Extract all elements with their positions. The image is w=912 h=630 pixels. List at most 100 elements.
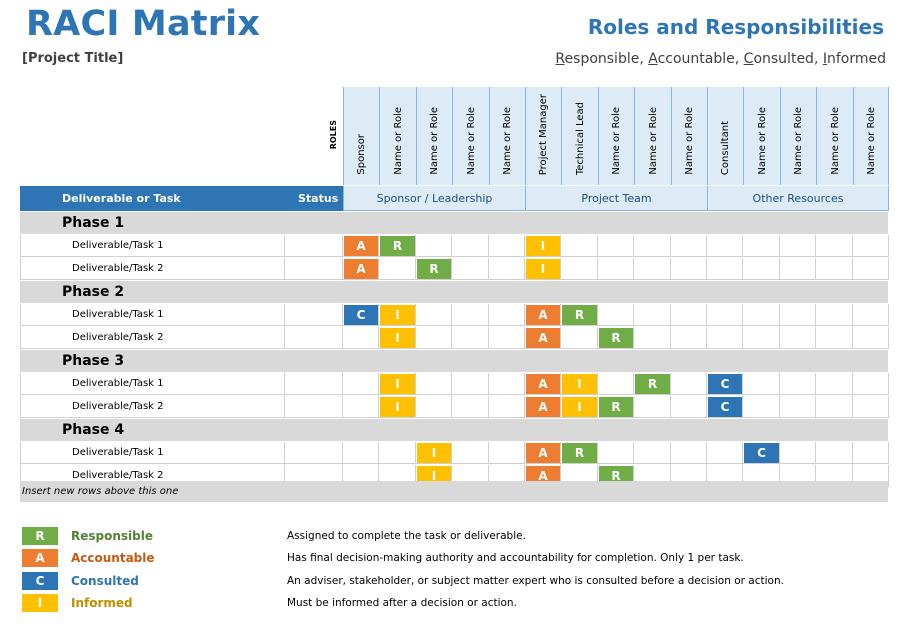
raci-cell[interactable]: [525, 304, 561, 326]
raci-cell[interactable]: [525, 327, 561, 349]
raci-mark-i[interactable]: I: [562, 374, 597, 394]
raci-cell[interactable]: [634, 304, 671, 326]
raci-mark-i[interactable]: I: [380, 374, 415, 394]
role-header[interactable]: Name or Role: [634, 87, 671, 185]
raci-cell[interactable]: [452, 235, 489, 257]
role-header[interactable]: Name or Role: [671, 87, 707, 185]
raci-cell[interactable]: [853, 327, 889, 349]
raci-cell[interactable]: [707, 258, 743, 280]
raci-cell[interactable]: [671, 396, 707, 418]
raci-cell[interactable]: [743, 373, 780, 395]
raci-cell[interactable]: [561, 442, 598, 464]
raci-cell[interactable]: [707, 396, 743, 418]
status-cell[interactable]: [285, 442, 343, 464]
raci-cell[interactable]: [780, 442, 816, 464]
raci-cell[interactable]: [379, 304, 416, 326]
role-header[interactable]: Name or Role: [489, 87, 525, 185]
raci-mark-a[interactable]: A: [526, 305, 560, 325]
raci-cell[interactable]: [561, 258, 598, 280]
role-header[interactable]: Name or Role: [452, 87, 489, 185]
raci-cell[interactable]: [816, 327, 853, 349]
raci-cell[interactable]: [634, 396, 671, 418]
raci-cell[interactable]: [671, 373, 707, 395]
raci-cell[interactable]: [416, 373, 452, 395]
raci-cell[interactable]: [416, 396, 452, 418]
role-header[interactable]: Name or Role: [416, 87, 452, 185]
raci-cell[interactable]: [853, 396, 889, 418]
raci-cell[interactable]: [743, 396, 780, 418]
raci-mark-i[interactable]: I: [562, 397, 597, 417]
raci-mark-a[interactable]: A: [526, 443, 560, 463]
raci-cell[interactable]: [780, 304, 816, 326]
raci-mark-r[interactable]: R: [599, 397, 633, 417]
raci-cell[interactable]: [780, 258, 816, 280]
role-header[interactable]: Name or Role: [598, 87, 634, 185]
raci-cell[interactable]: [452, 396, 489, 418]
status-cell[interactable]: [285, 304, 343, 326]
raci-cell[interactable]: [671, 327, 707, 349]
raci-cell[interactable]: [634, 235, 671, 257]
raci-cell[interactable]: [598, 396, 634, 418]
raci-cell[interactable]: [416, 442, 452, 464]
raci-cell[interactable]: [343, 327, 379, 349]
task-name-cell[interactable]: Deliverable/Task 1: [20, 304, 285, 326]
role-header[interactable]: Project Manager: [525, 87, 561, 185]
raci-mark-i[interactable]: I: [526, 236, 560, 256]
raci-cell[interactable]: [816, 304, 853, 326]
raci-cell[interactable]: [816, 373, 853, 395]
raci-cell[interactable]: [743, 327, 780, 349]
raci-cell[interactable]: [816, 258, 853, 280]
raci-cell[interactable]: [452, 258, 489, 280]
raci-cell[interactable]: [343, 304, 379, 326]
role-header[interactable]: Name or Role: [379, 87, 416, 185]
raci-cell[interactable]: [379, 442, 416, 464]
status-cell[interactable]: [285, 396, 343, 418]
raci-cell[interactable]: [743, 304, 780, 326]
raci-cell[interactable]: [707, 235, 743, 257]
raci-mark-a[interactable]: A: [526, 374, 560, 394]
role-header[interactable]: Consultant: [707, 87, 743, 185]
role-header[interactable]: Name or Role: [780, 87, 816, 185]
raci-cell[interactable]: [452, 304, 489, 326]
raci-cell[interactable]: [707, 373, 743, 395]
raci-cell[interactable]: [452, 327, 489, 349]
raci-cell[interactable]: [816, 235, 853, 257]
raci-cell[interactable]: [489, 304, 525, 326]
raci-cell[interactable]: [671, 442, 707, 464]
raci-cell[interactable]: [525, 442, 561, 464]
raci-cell[interactable]: [707, 327, 743, 349]
raci-mark-a[interactable]: A: [344, 259, 378, 279]
raci-cell[interactable]: [598, 258, 634, 280]
raci-cell[interactable]: [379, 235, 416, 257]
status-cell[interactable]: [285, 373, 343, 395]
raci-cell[interactable]: [343, 373, 379, 395]
raci-mark-r[interactable]: R: [417, 259, 451, 279]
raci-cell[interactable]: [561, 304, 598, 326]
raci-cell[interactable]: [598, 304, 634, 326]
raci-cell[interactable]: [780, 396, 816, 418]
raci-cell[interactable]: [634, 442, 671, 464]
raci-mark-c[interactable]: C: [744, 443, 779, 463]
raci-cell[interactable]: [853, 258, 889, 280]
project-title[interactable]: [Project Title]: [22, 51, 124, 66]
raci-cell[interactable]: [416, 327, 452, 349]
raci-cell[interactable]: [379, 258, 416, 280]
raci-cell[interactable]: [379, 396, 416, 418]
raci-mark-i[interactable]: I: [417, 443, 451, 463]
task-name-cell[interactable]: Deliverable/Task 2: [20, 258, 285, 280]
raci-cell[interactable]: [634, 327, 671, 349]
raci-cell[interactable]: [671, 258, 707, 280]
raci-cell[interactable]: [853, 304, 889, 326]
raci-cell[interactable]: [379, 327, 416, 349]
raci-cell[interactable]: [525, 258, 561, 280]
task-name-cell[interactable]: Deliverable/Task 1: [20, 373, 285, 395]
raci-cell[interactable]: [816, 396, 853, 418]
raci-cell[interactable]: [634, 258, 671, 280]
raci-cell[interactable]: [598, 235, 634, 257]
raci-cell[interactable]: [598, 373, 634, 395]
raci-cell[interactable]: [489, 396, 525, 418]
raci-cell[interactable]: [853, 373, 889, 395]
raci-cell[interactable]: [489, 442, 525, 464]
raci-cell[interactable]: [379, 373, 416, 395]
role-header[interactable]: Sponsor: [343, 87, 379, 185]
